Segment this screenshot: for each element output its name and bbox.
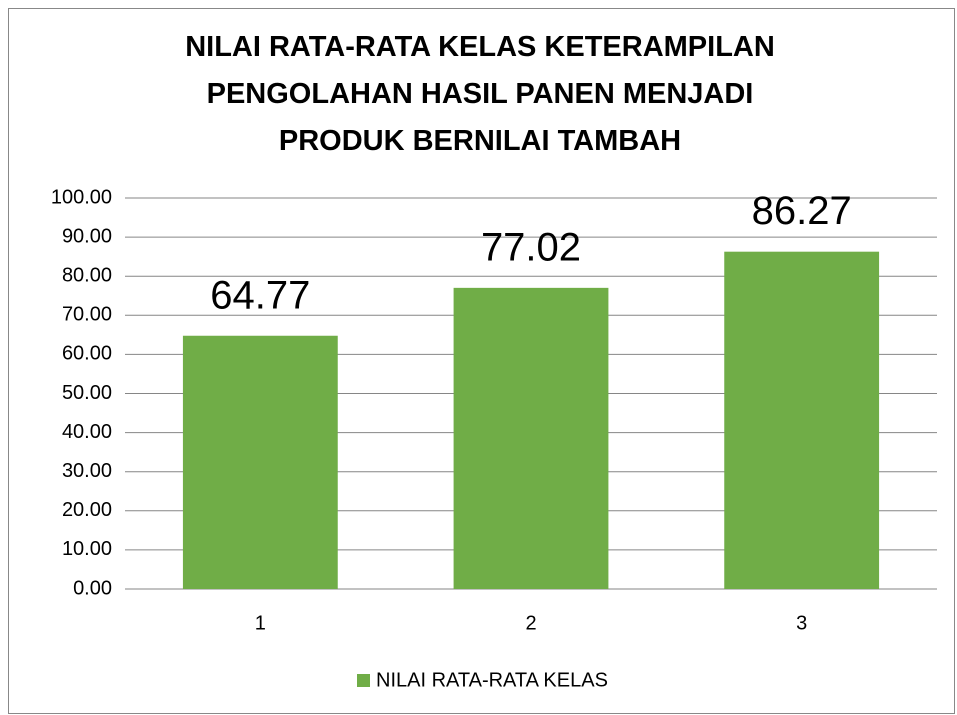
y-tick-label: 20.00 — [62, 499, 112, 521]
bar — [724, 251, 880, 589]
y-tick-label: 40.00 — [62, 421, 112, 443]
x-tick-label: 2 — [525, 612, 536, 634]
chart-title: NILAI RATA-RATA KELAS KETERAMPILAN PENGO… — [185, 31, 775, 157]
y-tick-label: 10.00 — [62, 538, 112, 560]
y-tick-label: 80.00 — [62, 264, 112, 286]
data-label: 64.77 — [210, 273, 310, 317]
y-tick-label: 0.00 — [73, 577, 112, 599]
y-tick-label: 100.00 — [51, 186, 112, 208]
y-tick-label: 50.00 — [62, 382, 112, 404]
bar — [182, 335, 338, 589]
chart-border — [8, 8, 955, 714]
y-tick-label: 30.00 — [62, 460, 112, 482]
x-tick-label: 1 — [255, 612, 266, 634]
legend-label: NILAI RATA-RATA KELAS — [376, 669, 608, 691]
legend-swatch — [357, 674, 370, 687]
x-tick-label: 3 — [796, 612, 807, 634]
y-tick-label: 90.00 — [62, 225, 112, 247]
data-label: 77.02 — [481, 225, 581, 269]
y-tick-label: 70.00 — [62, 304, 112, 326]
data-label: 86.27 — [752, 189, 852, 233]
y-tick-label: 60.00 — [62, 343, 112, 365]
bar — [453, 287, 609, 589]
